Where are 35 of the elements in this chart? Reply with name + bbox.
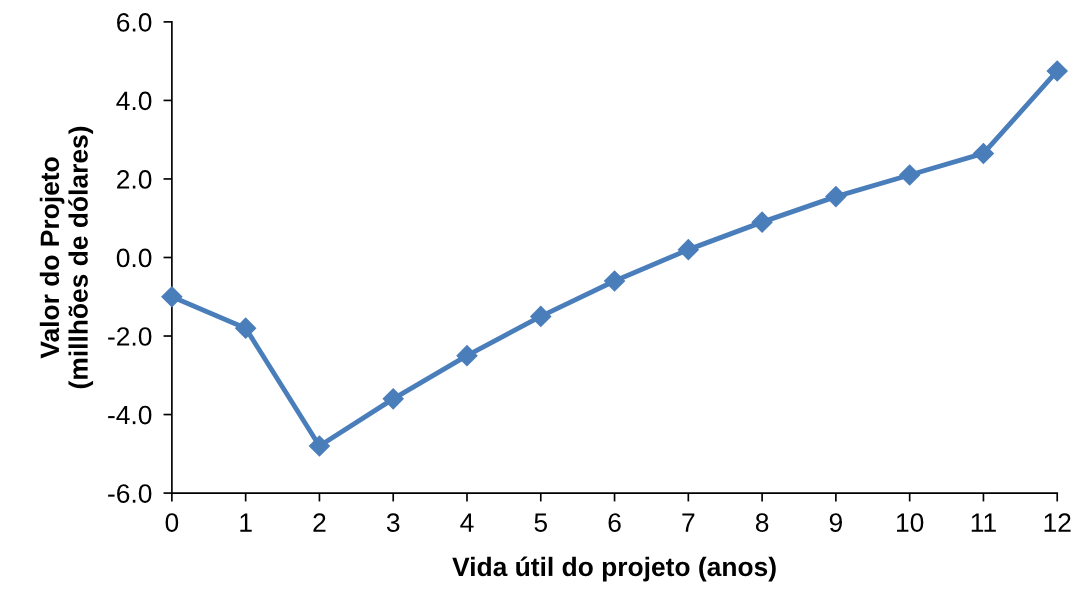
point [161,286,183,308]
y-tick-label: 6.0 [117,13,152,32]
x-tick-label: 3 [386,513,400,532]
y-tick-label: 4.0 [116,91,152,111]
x-tick-label: 4 [460,513,474,532]
x-tick-label: 0 [165,513,179,532]
x-tick-label: 8 [755,513,769,532]
x-tick-label: 9 [829,513,842,532]
y-axis-title: Valor do Projeto (millhões de dólares) [39,126,94,389]
x-tick-label: 7 [682,513,695,532]
x-tick-label: 11 [971,513,996,532]
point [308,435,330,457]
point [677,239,699,261]
point [825,186,847,208]
point [899,164,921,186]
y-tick-label: -4.0 [108,405,152,425]
point [235,317,257,339]
point [972,142,994,164]
y-tick-label: 2.0 [117,170,152,189]
y-tick-label: -2.0 [108,327,152,346]
point [382,388,404,410]
point [604,270,626,292]
x-tick-label: 5 [534,513,547,532]
point [1046,60,1068,82]
point [530,305,552,327]
x-tick-label: 6 [608,513,621,532]
point [751,211,773,233]
x-tick-label: 12 [1044,513,1071,532]
x-tick-label: 2 [313,513,326,532]
point [456,345,478,367]
y-tick-label: 0.0 [116,248,152,268]
x-tick-label: 10 [897,513,924,532]
x-axis-title: Vida útil do projeto (anos) [452,556,776,582]
y-tick-label: -6.0 [108,484,152,503]
x-tick-label: 1 [240,513,252,532]
